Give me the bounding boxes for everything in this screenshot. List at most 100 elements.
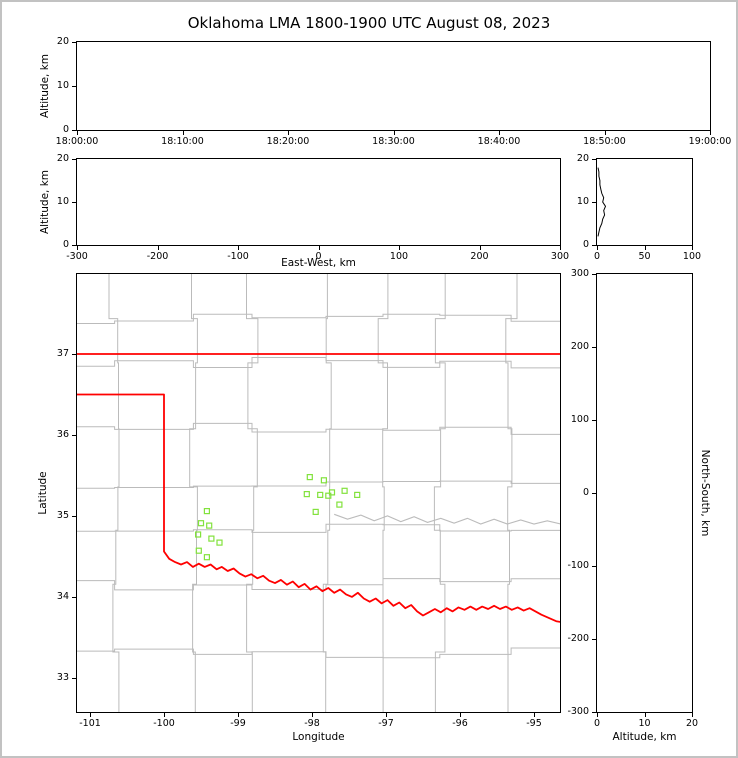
lma-source-marker	[216, 539, 223, 546]
x-tick-mark	[288, 131, 289, 135]
y-tick-label: 10	[576, 196, 589, 207]
y-tick-mark	[592, 347, 596, 348]
y-tick-label: 0	[582, 239, 589, 250]
y-tick-mark	[592, 493, 596, 494]
x-tick-mark	[710, 131, 711, 135]
x-tick-label: -200	[146, 251, 169, 262]
x-tick-mark	[645, 246, 646, 250]
x-tick-mark	[597, 246, 598, 250]
x-tick-label: 19:00:00	[688, 136, 732, 147]
y-tick-label: 100	[570, 414, 589, 425]
y-tick-mark	[72, 516, 76, 517]
lma-source-marker	[312, 508, 319, 515]
x-tick-mark	[480, 246, 481, 250]
county-boundary	[77, 480, 560, 489]
y-tick-mark	[592, 159, 596, 160]
y-tick-mark	[592, 202, 596, 203]
y-tick-label: 0	[582, 487, 589, 498]
y-tick-mark	[72, 678, 76, 679]
y-tick-mark	[72, 202, 76, 203]
x-tick-mark	[645, 713, 646, 717]
x-tick-label: 18:30:00	[372, 136, 415, 147]
x-tick-mark	[238, 246, 239, 250]
x-tick-label: -95	[526, 718, 542, 729]
x-tick-mark	[238, 713, 239, 717]
chart-title: Oklahoma LMA 1800-1900 UTC August 08, 20…	[187, 14, 551, 32]
x-tick-mark	[394, 131, 395, 135]
lma-source-marker	[354, 491, 361, 498]
x-tick-label: 10	[638, 718, 651, 729]
panel-northsouth-altitude	[596, 273, 693, 713]
y-tick-label: -200	[567, 633, 589, 644]
panel-altitude-histogram	[596, 158, 693, 246]
x-tick-mark	[77, 246, 78, 250]
y-tick-mark	[72, 86, 76, 87]
county-boundary	[433, 274, 446, 712]
x-tick-mark	[164, 713, 165, 717]
time-altitude-plot	[77, 42, 710, 130]
histogram-trace	[597, 167, 607, 237]
x-tick-mark	[460, 713, 461, 717]
ew-panel-xlabel: East-West, km	[281, 257, 356, 269]
county-boundary	[77, 523, 560, 533]
lma-source-marker	[203, 508, 211, 515]
lma-source-marker	[203, 554, 211, 561]
state-border-west-and-red-river	[77, 393, 560, 623]
map-xlabel: Longitude	[292, 731, 345, 743]
y-tick-label: 36	[56, 429, 69, 440]
x-tick-mark	[158, 246, 159, 250]
x-tick-label: -101	[79, 718, 101, 729]
county-boundary	[377, 274, 389, 712]
x-tick-label: 300	[550, 251, 570, 262]
ns-panel-xlabel: Altitude, km	[612, 731, 677, 743]
panel-eastwest-altitude	[76, 158, 561, 246]
county-boundary	[108, 274, 120, 712]
ns-panel-ylabel: North-South, km	[699, 449, 711, 537]
x-tick-label: 100	[682, 251, 702, 262]
county-boundary	[77, 357, 560, 369]
y-tick-label: -300	[567, 706, 589, 717]
y-tick-label: 0	[62, 239, 69, 250]
panel-map	[76, 273, 561, 713]
x-tick-mark	[319, 246, 320, 250]
lma-source-marker	[320, 477, 327, 484]
county-boundary	[505, 274, 518, 712]
lma-source-marker	[208, 535, 215, 542]
eastwest-altitude-plot	[77, 159, 560, 245]
lma-source-marker	[303, 491, 310, 498]
x-tick-label: 200	[470, 251, 489, 262]
x-tick-label: -96	[452, 718, 468, 729]
x-tick-label: 18:50:00	[583, 136, 626, 147]
x-tick-label: -98	[304, 718, 320, 729]
y-tick-mark	[72, 597, 76, 598]
lma-source-marker	[325, 492, 332, 499]
northsouth-altitude-plot	[597, 274, 692, 712]
x-tick-label: 100	[389, 251, 409, 262]
county-boundary	[77, 647, 560, 659]
y-tick-label: 300	[570, 268, 589, 279]
x-tick-label: 18:20:00	[266, 136, 310, 147]
county-boundary	[322, 274, 332, 712]
x-tick-mark	[183, 131, 184, 135]
y-tick-mark	[592, 712, 596, 713]
y-tick-mark	[72, 435, 76, 436]
x-tick-label: 18:40:00	[477, 136, 521, 147]
x-tick-mark	[692, 246, 693, 250]
x-tick-label: 50	[638, 251, 651, 262]
x-tick-label: 0	[593, 251, 601, 262]
lma-source-marker	[306, 474, 313, 481]
y-tick-label: 37	[56, 348, 69, 359]
x-tick-label: -100	[227, 251, 249, 262]
x-tick-mark	[597, 713, 598, 717]
x-tick-mark	[692, 713, 693, 717]
lma-source-marker	[317, 491, 324, 498]
x-tick-label: -97	[378, 718, 394, 729]
y-tick-label: 35	[56, 510, 69, 521]
x-tick-label: -99	[230, 718, 246, 729]
y-tick-mark	[592, 274, 596, 275]
y-tick-label: 10	[56, 196, 69, 207]
x-tick-mark	[77, 131, 78, 135]
y-tick-mark	[592, 566, 596, 567]
county-boundary	[77, 313, 560, 324]
